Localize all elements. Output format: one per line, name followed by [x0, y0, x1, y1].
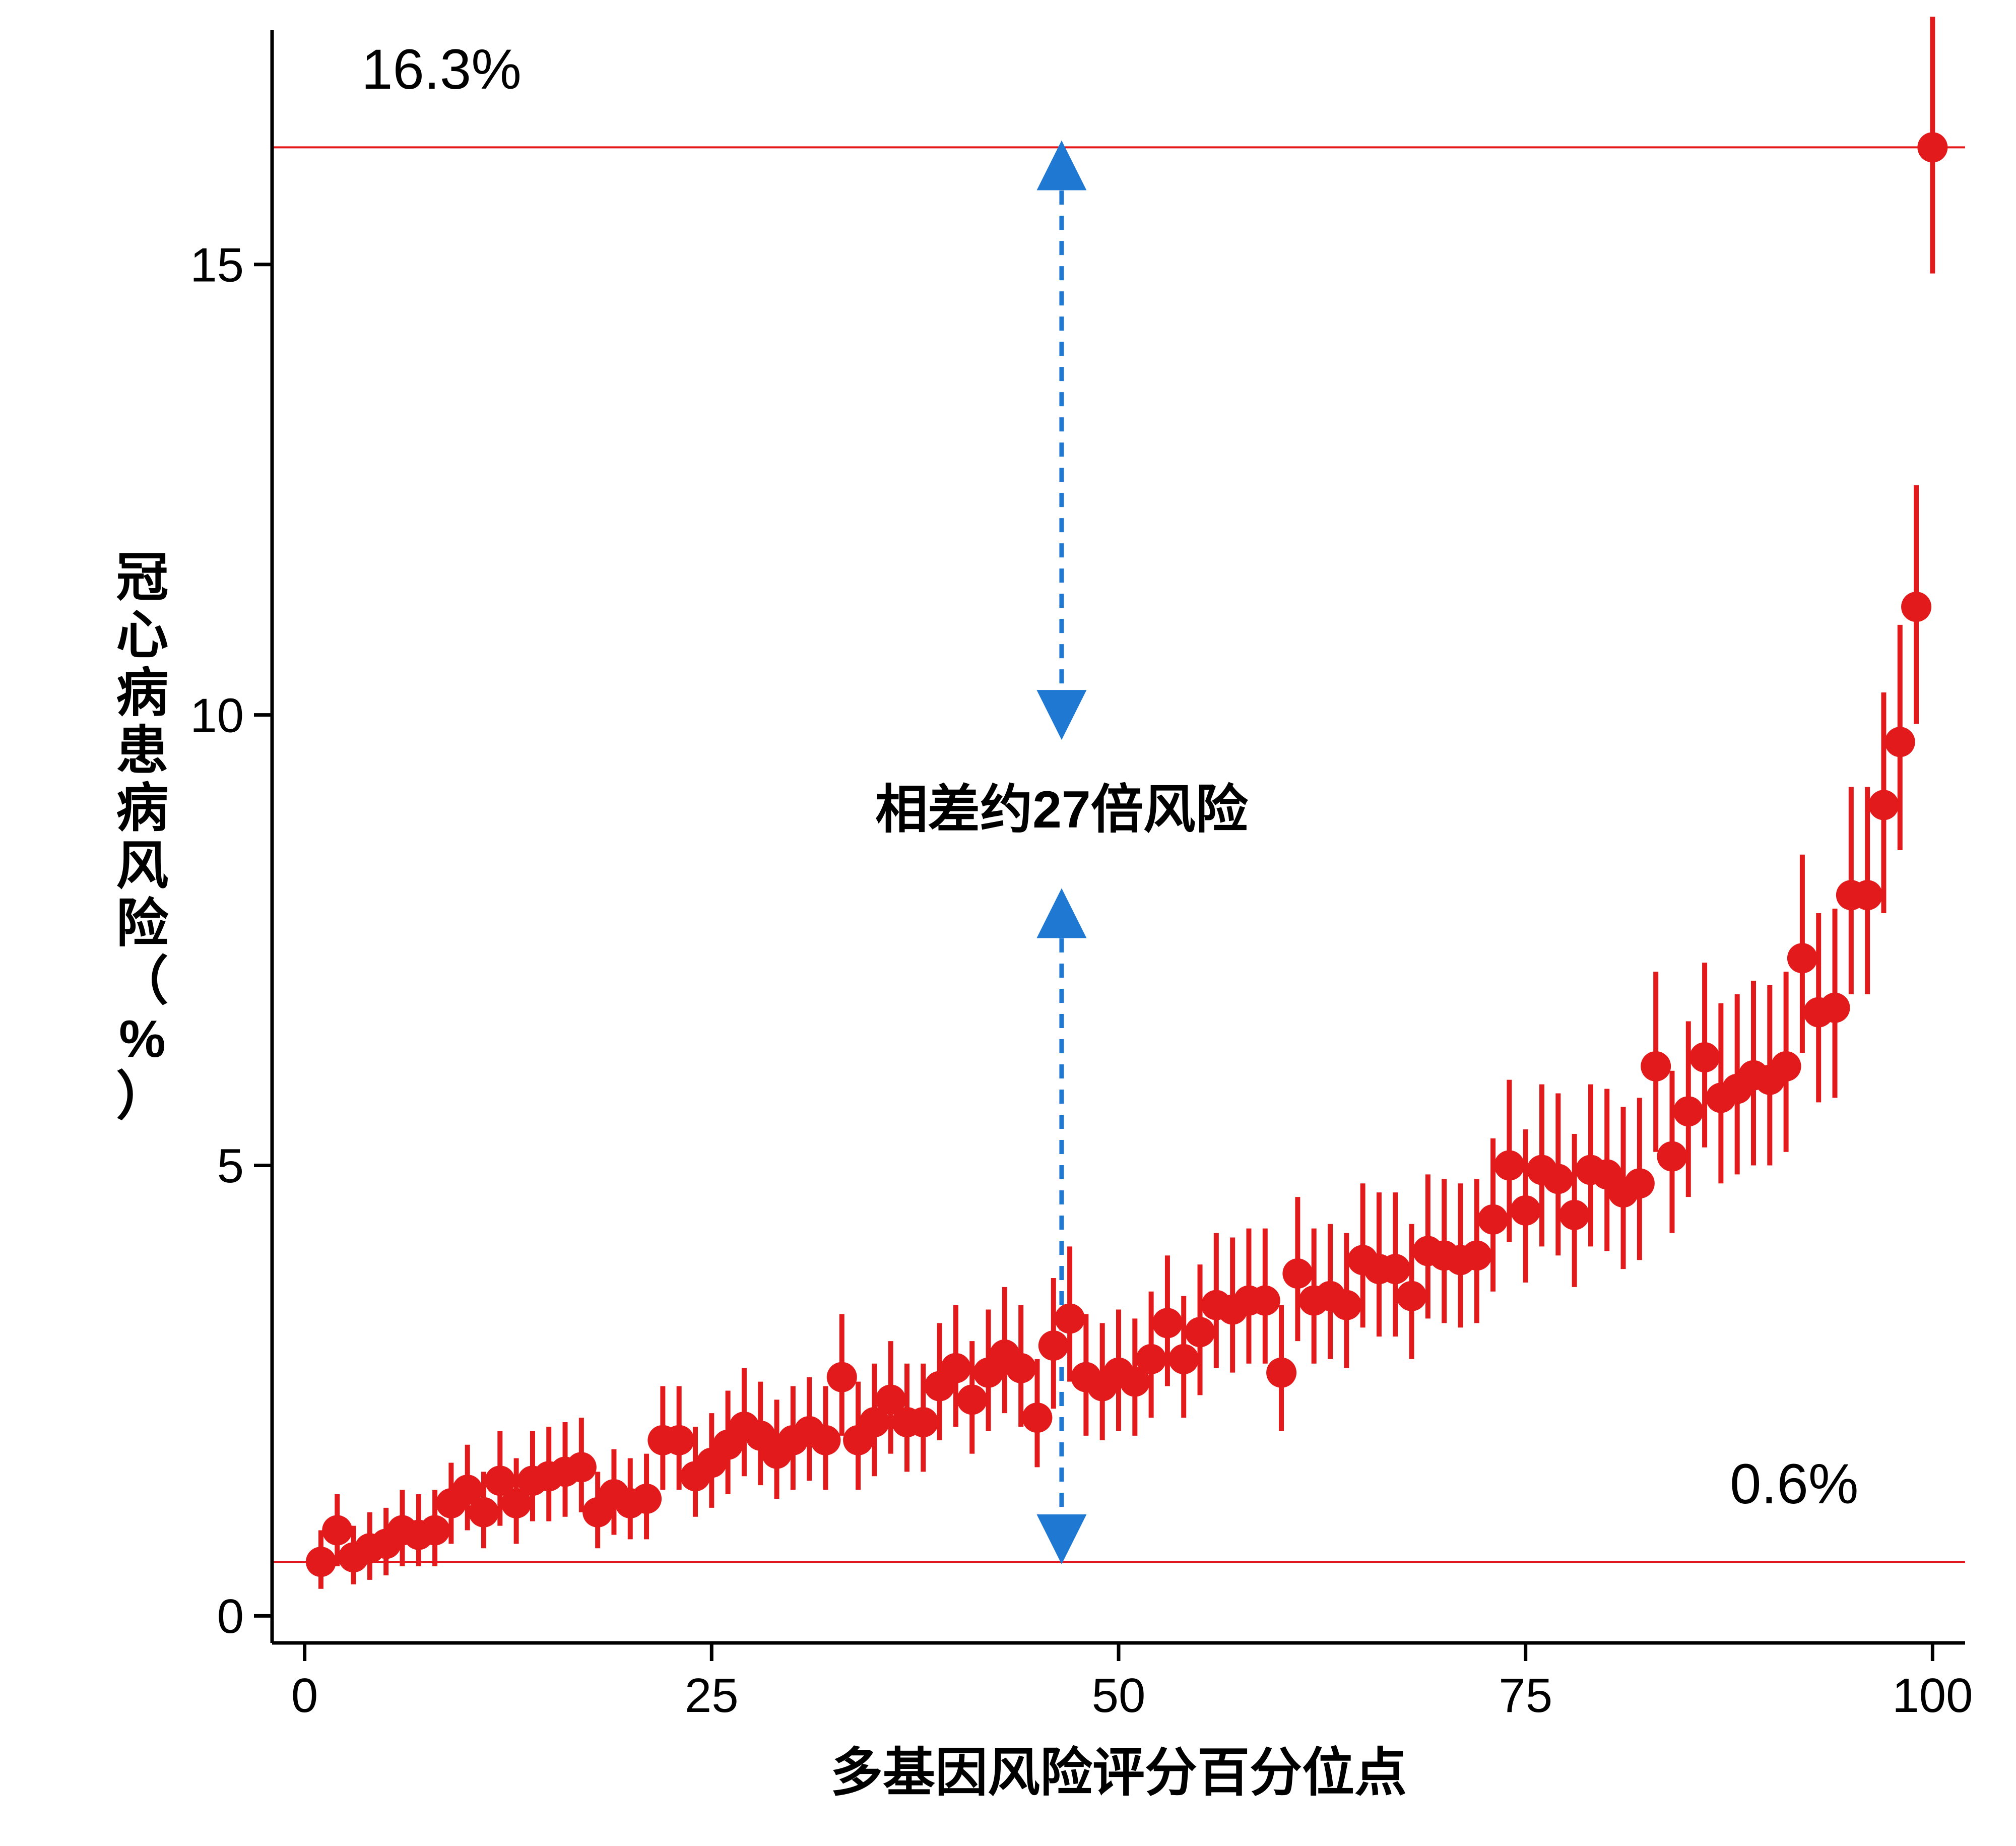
data-point [1136, 1344, 1166, 1374]
x-tick-label: 50 [1092, 1669, 1146, 1723]
data-point [1478, 1204, 1508, 1235]
data-point [1543, 1164, 1573, 1194]
data-point [1657, 1141, 1687, 1172]
y-axis-label-char: % [119, 1010, 165, 1068]
data-point [1559, 1200, 1590, 1230]
data-point [1397, 1281, 1427, 1311]
y-tick-label: 10 [190, 688, 244, 742]
data-point [1185, 1317, 1215, 1347]
data-point [1820, 993, 1850, 1023]
y-tick-label: 15 [190, 238, 244, 292]
data-point [1380, 1254, 1410, 1284]
data-point [957, 1384, 987, 1415]
y-axis-label-char: 险 [116, 895, 169, 953]
y-axis-label-char: 心 [116, 606, 168, 665]
data-point [1673, 1096, 1704, 1126]
y-tick-label: 0 [217, 1589, 244, 1643]
data-point [1852, 880, 1882, 910]
data-point [566, 1452, 597, 1482]
data-point [1250, 1286, 1280, 1316]
y-axis-label-char: 患 [116, 722, 168, 780]
data-point [631, 1484, 662, 1514]
x-axis-label: 多基因风险评分百分位点 [830, 1744, 1407, 1802]
data-point [1689, 1042, 1720, 1072]
data-point [1266, 1358, 1296, 1388]
data-point [1038, 1330, 1069, 1361]
data-point [1152, 1308, 1183, 1338]
data-point [1462, 1240, 1492, 1270]
x-tick-label: 0 [291, 1669, 318, 1723]
data-point [1494, 1151, 1524, 1181]
y-axis-label: 冠心病患病风险（%） [116, 549, 169, 1126]
x-tick-label: 100 [1892, 1669, 1973, 1723]
data-point [1331, 1290, 1361, 1320]
x-tick-label: 75 [1499, 1669, 1552, 1723]
data-point [1641, 1051, 1671, 1081]
data-point [827, 1362, 857, 1392]
data-point [810, 1425, 840, 1455]
y-axis-label-char: 病 [116, 779, 168, 838]
data-point [420, 1515, 450, 1546]
data-point [1168, 1344, 1199, 1374]
data-point [1022, 1403, 1052, 1433]
ref-label-top: 16.3% [361, 38, 522, 101]
data-point [1787, 943, 1817, 973]
data-point [1885, 727, 1915, 757]
data-point [1055, 1303, 1085, 1333]
data-point [322, 1515, 352, 1546]
data-point [1868, 790, 1899, 820]
y-axis-label-char: 冠 [116, 549, 168, 607]
data-point [941, 1353, 971, 1383]
y-tick-label: 5 [217, 1139, 244, 1193]
y-axis-label-char: ） [116, 1067, 168, 1126]
x-tick-label: 25 [685, 1669, 739, 1723]
data-point [908, 1407, 938, 1437]
annotation-text: 相差约27倍风险 [875, 781, 1249, 839]
data-point [1624, 1168, 1655, 1198]
data-point [1006, 1353, 1036, 1383]
data-point [1771, 1051, 1801, 1081]
data-point [306, 1547, 336, 1577]
ref-label-bottom: 0.6% [1730, 1452, 1858, 1515]
chart-background [0, 0, 2016, 1846]
data-point [1917, 132, 1947, 162]
y-axis-label-char: （ [116, 952, 168, 1010]
data-point [1901, 592, 1931, 622]
data-point [664, 1425, 694, 1455]
y-axis-label-char: 病 [116, 664, 168, 722]
data-point [1511, 1195, 1541, 1226]
y-axis-label-char: 风 [116, 837, 168, 896]
data-point [1282, 1258, 1313, 1289]
risk-chart: 0255075100051015多基因风险评分百分位点冠心病患病风险（%）16.… [0, 0, 2016, 1846]
data-point [469, 1497, 499, 1527]
